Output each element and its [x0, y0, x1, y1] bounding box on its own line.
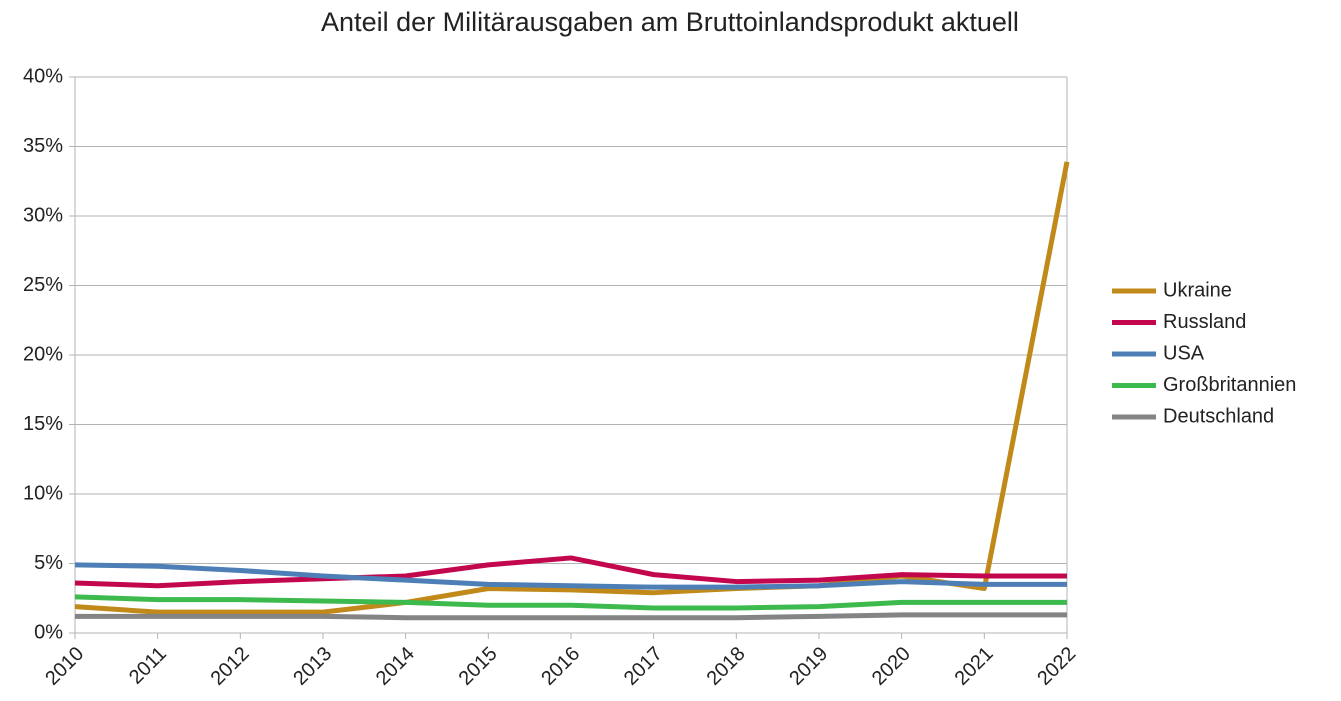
y-tick-label: 10% — [23, 482, 63, 504]
y-tick-label: 0% — [34, 621, 63, 643]
x-tick-label: 2017 — [620, 643, 667, 690]
x-tick-label: 2016 — [537, 643, 584, 690]
x-tick-label: 2011 — [125, 643, 171, 689]
x-tick-label: 2018 — [703, 643, 750, 690]
y-tick-label: 25% — [23, 274, 63, 296]
y-tick-label: 40% — [23, 65, 63, 87]
x-tick-label: 2013 — [289, 643, 336, 690]
legend-label: Ukraine — [1163, 279, 1232, 301]
y-tick-label: 15% — [23, 413, 63, 435]
series-line — [74, 562, 1067, 590]
legend-label: Großbritannien — [1163, 374, 1296, 396]
x-tick-label: 2012 — [207, 643, 254, 690]
legend-label: Russland — [1163, 311, 1246, 333]
x-tick-label: 2022 — [1033, 643, 1080, 690]
x-tick-label: 2010 — [41, 643, 88, 690]
series-line — [74, 161, 1070, 615]
y-tick-label: 35% — [23, 135, 63, 157]
legend-label: USA — [1163, 342, 1205, 364]
x-tick-label: 2021 — [951, 643, 998, 690]
x-tick-label: 2015 — [455, 643, 502, 690]
x-tick-label: 2020 — [868, 643, 915, 690]
series-line — [75, 612, 1067, 621]
chart-title: Anteil der Militärausgaben am Bruttoinla… — [321, 7, 1019, 37]
x-tick-label: 2019 — [785, 643, 832, 690]
y-tick-label: 30% — [23, 204, 63, 226]
series-line — [74, 555, 1067, 589]
y-tick-label: 20% — [23, 343, 63, 365]
y-tick-label: 5% — [34, 552, 63, 574]
x-tick-label: 2014 — [372, 643, 419, 690]
series-line — [74, 594, 1067, 611]
legend-label: Deutschland — [1163, 405, 1274, 427]
